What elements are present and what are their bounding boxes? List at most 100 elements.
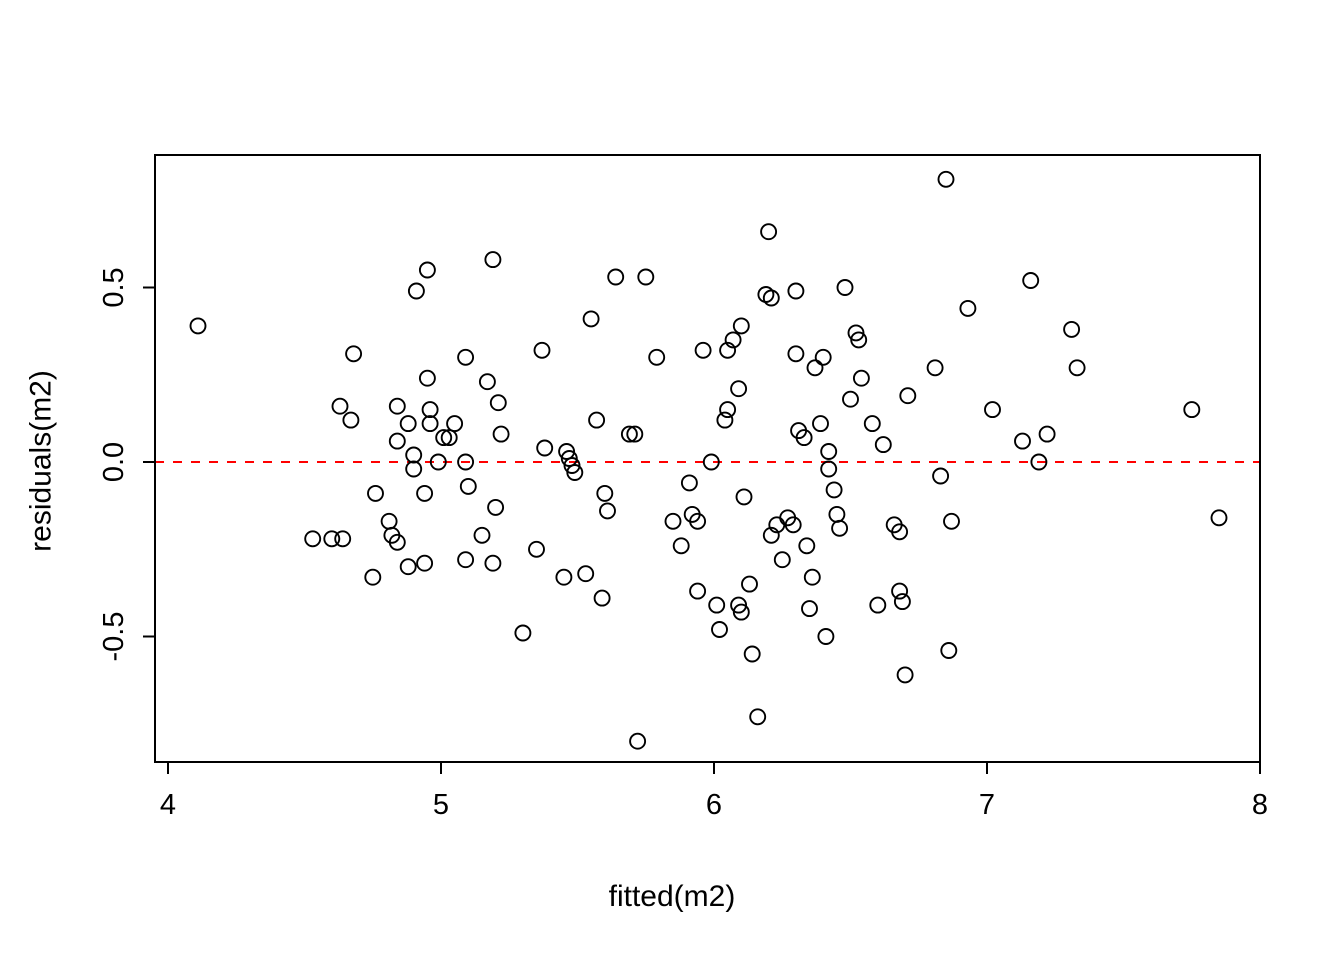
data-point (828, 505, 846, 523)
data-point (732, 603, 750, 621)
data-point (536, 439, 554, 457)
data-point (558, 443, 576, 460)
data-point (637, 268, 655, 286)
data-point (457, 453, 475, 471)
data-point (416, 554, 434, 572)
x-tick-label: 5 (433, 789, 449, 821)
data-point (457, 551, 475, 569)
data-point (787, 282, 805, 300)
data-point (741, 575, 758, 593)
data-point (1063, 320, 1081, 338)
data-point (418, 261, 436, 279)
data-point (719, 341, 737, 359)
data-point (762, 526, 780, 544)
data-point (680, 474, 698, 492)
data-point (896, 666, 914, 684)
data-point (555, 568, 573, 586)
y-tick-label: -0.5 (98, 612, 130, 662)
plot-box (154, 154, 1261, 763)
data-point (708, 596, 726, 614)
data-point (388, 533, 406, 551)
data-point (596, 484, 614, 502)
data-point (891, 582, 909, 600)
data-point (380, 512, 398, 530)
data-point (1022, 272, 1040, 289)
data-point (940, 642, 958, 659)
data-point (984, 401, 1001, 419)
data-point (806, 359, 824, 377)
data-point (937, 170, 955, 188)
data-point (869, 596, 887, 614)
data-point (484, 251, 502, 269)
data-point (459, 477, 477, 495)
data-point (473, 526, 491, 544)
data-point (489, 394, 507, 412)
data-point (323, 530, 341, 548)
data-point (367, 484, 384, 502)
data-point (342, 411, 360, 429)
data-point (629, 732, 647, 750)
data-point (1183, 401, 1201, 419)
data-point (863, 415, 881, 433)
data-point (429, 453, 447, 471)
data-point (626, 425, 644, 443)
data-point (492, 425, 510, 443)
x-axis-title: fitted(m2) (608, 880, 736, 913)
data-point (743, 645, 761, 663)
data-point (749, 708, 767, 726)
data-point (1068, 359, 1086, 377)
data-point (1038, 425, 1056, 443)
data-point (331, 397, 349, 415)
data-point (847, 324, 865, 342)
data-point (593, 589, 611, 607)
data-point (719, 401, 737, 419)
data-point (795, 429, 813, 447)
data-point (784, 516, 802, 534)
data-point (694, 341, 712, 359)
data-point (814, 348, 832, 366)
data-point (487, 498, 505, 516)
data-point (716, 411, 734, 429)
data-point (817, 628, 835, 645)
x-tick-label: 4 (160, 789, 176, 821)
data-point (943, 512, 960, 530)
data-point (1030, 453, 1048, 471)
data-point (702, 453, 720, 471)
data-point (798, 537, 816, 555)
data-point (345, 345, 363, 363)
data-point (582, 310, 600, 328)
data-point (478, 373, 496, 391)
data-point (533, 341, 551, 359)
data-point (607, 268, 625, 286)
data-point (528, 540, 545, 558)
data-point (899, 387, 917, 405)
data-point (484, 554, 502, 572)
data-point (421, 401, 439, 419)
data-point (689, 582, 707, 600)
data-point (514, 624, 532, 642)
data-point (825, 481, 843, 499)
data-point (732, 317, 750, 335)
data-point (664, 512, 682, 530)
data-point (730, 596, 748, 614)
data-point (874, 436, 892, 454)
data-point (440, 429, 458, 447)
data-point (757, 286, 775, 303)
data-point (891, 523, 909, 541)
data-point (801, 600, 818, 618)
data-point (577, 565, 595, 583)
x-tick-label: 7 (979, 789, 995, 821)
data-point (560, 450, 578, 467)
data-point (932, 467, 950, 485)
data-point (388, 397, 406, 415)
data-point (457, 348, 475, 366)
data-point (1014, 432, 1031, 450)
data-point (711, 621, 728, 638)
data-point (831, 519, 849, 537)
data-point (787, 345, 805, 363)
data-point (648, 348, 666, 366)
y-tick-label: 0.0 (98, 442, 130, 482)
data-point (689, 512, 707, 530)
